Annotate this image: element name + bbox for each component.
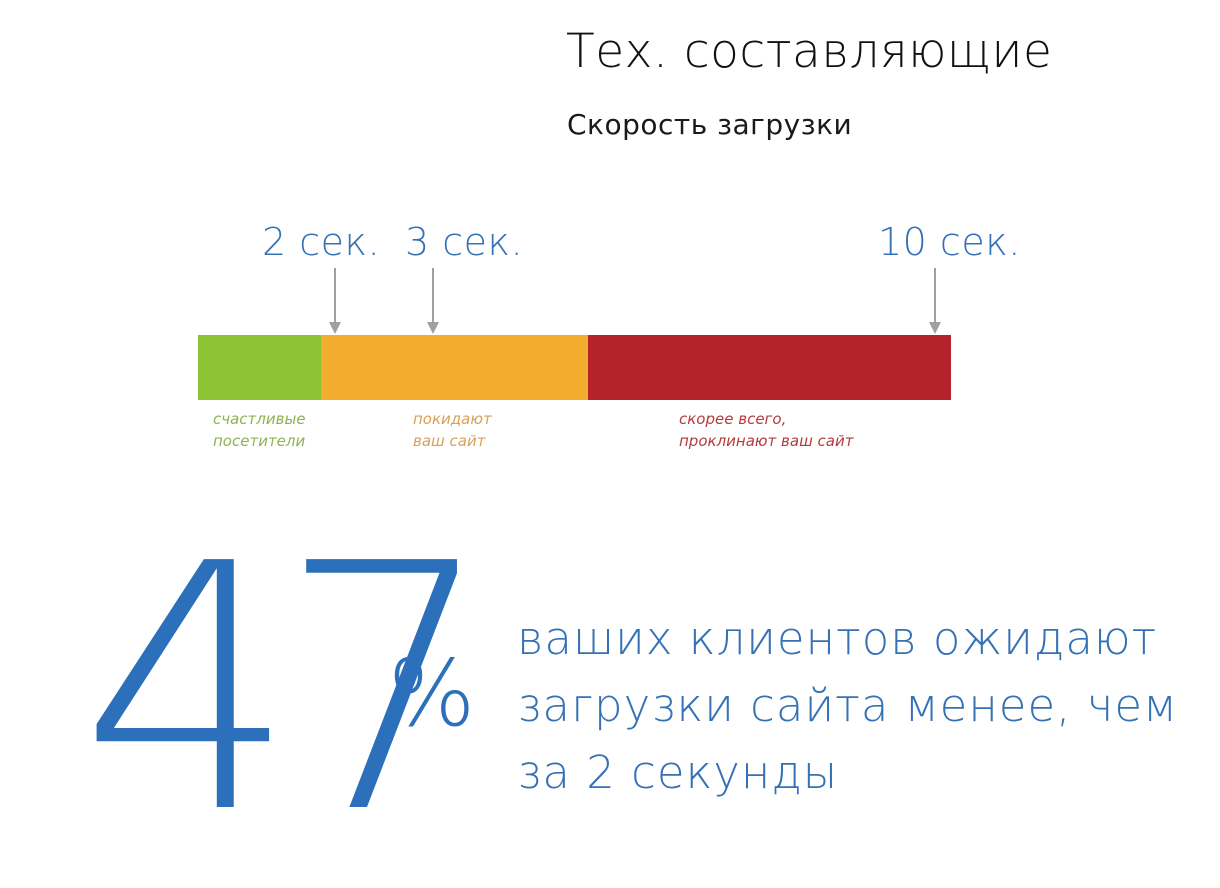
marker-label-10s: 10 сек. (878, 220, 1021, 264)
label-line: ваш сайт (413, 432, 486, 450)
segment-label-cursing: скорее всего, проклинают ваш сайт (679, 408, 854, 452)
label-line: счастливые (213, 410, 306, 428)
stat-line: загрузки сайта менее, чем (517, 679, 1178, 732)
marker-label-2s: 2 сек. (262, 220, 381, 264)
segment-cursing (588, 335, 951, 400)
arrow-down-icon (427, 268, 439, 334)
marker-label-3s: 3 сек. (405, 220, 524, 264)
page-title: Тех. составляющие (566, 24, 1053, 79)
label-line: посетители (213, 432, 306, 450)
segment-leaving (321, 335, 588, 400)
stat-value: 47 (80, 492, 495, 888)
arrow-down-icon (329, 268, 341, 334)
segment-label-happy: счастливые посетители (213, 408, 306, 452)
stat-unit: % (388, 640, 476, 747)
stat-line: за 2 секунды (517, 746, 839, 799)
label-line: скорее всего, (679, 410, 787, 428)
segment-happy (198, 335, 321, 400)
label-line: проклинают ваш сайт (679, 432, 854, 450)
arrow-down-icon (929, 268, 941, 334)
speed-bar (198, 335, 951, 400)
segment-label-leaving: покидают ваш сайт (413, 408, 492, 452)
stat-line: ваших клиентов ожидают (517, 612, 1158, 665)
stat-description: ваших клиентов ожидают загрузки сайта ме… (517, 605, 1178, 806)
label-line: покидают (413, 410, 492, 428)
section-subtitle: Скорость загрузки (567, 108, 853, 141)
